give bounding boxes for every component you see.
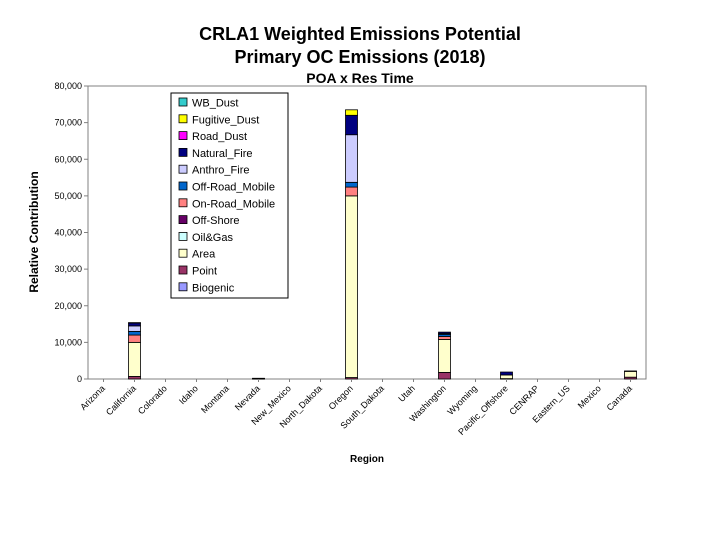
bar-segment bbox=[128, 322, 141, 324]
legend-swatch bbox=[178, 131, 188, 141]
y-tick-label: 40,000 bbox=[54, 228, 82, 238]
x-tick-label: Montana bbox=[199, 383, 231, 415]
legend-label: Natural_Fire bbox=[192, 148, 253, 160]
bars-group bbox=[128, 109, 637, 380]
legend-swatch bbox=[178, 231, 188, 241]
legend-label: Road_Dust bbox=[192, 131, 247, 143]
x-tick-label: Canada bbox=[605, 383, 634, 412]
bar-segment bbox=[500, 374, 513, 380]
y-tick-label: 60,000 bbox=[54, 154, 82, 164]
legend-swatch bbox=[178, 198, 188, 208]
legend-swatch bbox=[178, 147, 188, 157]
x-tick-label: Colorado bbox=[136, 383, 169, 416]
legend-swatch bbox=[178, 114, 188, 124]
x-tick-label: California bbox=[104, 383, 138, 417]
legend-swatch bbox=[178, 164, 188, 174]
x-tick-label: Idaho bbox=[177, 383, 200, 406]
x-tick-label: Oregon bbox=[327, 383, 355, 411]
bar-segment bbox=[438, 339, 451, 373]
y-tick-label: 0 bbox=[77, 374, 82, 384]
x-axis-label: Region bbox=[350, 454, 384, 465]
bar-segment bbox=[345, 109, 358, 116]
legend-label: Anthro_Fire bbox=[192, 165, 249, 177]
y-axis: 0 10,000 20,000 30,000 40,000 50,000 60,000 70,… bbox=[54, 81, 88, 384]
bar-segment bbox=[128, 341, 141, 377]
legend-swatch bbox=[178, 248, 188, 258]
bar-segment bbox=[345, 186, 358, 197]
y-axis-label: Relative Contribution bbox=[27, 171, 41, 292]
y-tick-label: 30,000 bbox=[54, 264, 82, 274]
x-tick-label: Mexico bbox=[576, 383, 603, 410]
chart-title: CRLA1 Weighted Emissions Potential bbox=[199, 24, 521, 44]
legend-label: On-Road_Mobile bbox=[192, 198, 275, 210]
bar-segment bbox=[345, 181, 358, 188]
chart-subtitle-2: POA x Res Time bbox=[306, 70, 414, 86]
legend: WB_Dust Fugitive_Dust Road_Dust Natural_Fir… bbox=[170, 92, 289, 299]
legend-label: Off-Road_Mobile bbox=[192, 182, 275, 194]
y-tick-label: 70,000 bbox=[54, 118, 82, 128]
legend-label: Oil&Gas bbox=[192, 232, 233, 244]
bar-segment bbox=[345, 195, 358, 378]
bar-segment bbox=[438, 331, 451, 334]
bar-segment bbox=[128, 334, 141, 343]
bar-segment bbox=[624, 370, 637, 372]
y-tick-label: 20,000 bbox=[54, 301, 82, 311]
legend-swatch bbox=[178, 265, 188, 275]
bar-segment bbox=[128, 325, 141, 332]
x-tick-label: Arizona bbox=[78, 383, 107, 412]
legend-swatch bbox=[178, 215, 188, 225]
legend-label: Fugitive_Dust bbox=[192, 114, 259, 126]
legend-box bbox=[170, 92, 289, 299]
x-tick-label: Utah bbox=[396, 383, 417, 404]
bar-segment bbox=[624, 370, 637, 378]
legend-swatch bbox=[178, 282, 188, 292]
chart-subtitle: Primary OC Emissions (2018) bbox=[234, 47, 486, 67]
legend-swatch bbox=[178, 181, 188, 191]
bar-segment bbox=[128, 330, 141, 336]
y-tick-label: 50,000 bbox=[54, 191, 82, 201]
legend-label: Biogenic bbox=[192, 282, 235, 294]
bar-segment bbox=[438, 336, 451, 340]
bar-segment bbox=[345, 134, 358, 183]
legend-label: WB_Dust bbox=[192, 98, 238, 110]
x-tick-label: Nevada bbox=[233, 383, 262, 412]
y-tick-label: 80,000 bbox=[54, 81, 82, 91]
bar-segment bbox=[252, 377, 265, 380]
bar-segment bbox=[345, 114, 358, 136]
legend-label: Point bbox=[192, 266, 217, 278]
legend-label: Area bbox=[192, 249, 216, 261]
bar-segment bbox=[438, 372, 451, 380]
bar-segment bbox=[500, 371, 513, 376]
legend-swatch bbox=[178, 97, 188, 107]
legend-label: Off-Shore bbox=[192, 215, 240, 227]
y-tick-label: 10,000 bbox=[54, 337, 82, 347]
